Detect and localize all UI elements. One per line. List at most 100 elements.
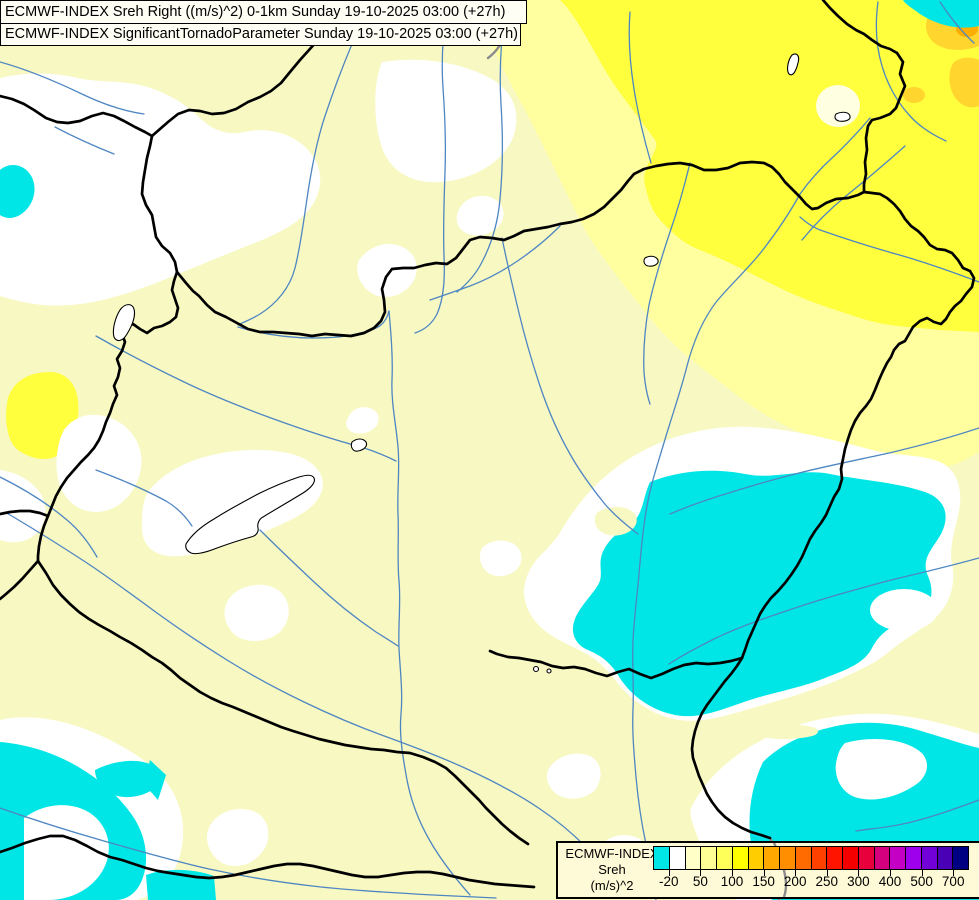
river-zala [95,469,193,527]
region-pale-wisp-1 [594,506,637,536]
river-raba [95,335,397,462]
legend-tick-label: 200 [783,874,807,889]
legend-tick-label: 50 [692,874,708,889]
legend-title: ECMWF-INDEX Sreh (m/s)^2 [562,846,662,894]
region-white-top-center [375,59,517,183]
legend-tick-mark [763,870,765,876]
legend-swatch [779,847,795,869]
region-white-small-4 [224,584,289,641]
river-sajo [643,162,691,405]
river-southeast-corner [855,799,979,832]
river-northwest-1 [0,61,145,115]
region-white-small-5 [479,540,522,577]
legend-swatch [952,847,968,869]
region-white-hole-southwest [24,805,109,900]
legend-box: ECMWF-INDEX Sreh (m/s)^2 -20 50 100 150 200 2… [556,841,979,899]
river-mura [0,476,98,558]
river-szamos [799,216,979,283]
legend-tick-mark [826,870,828,876]
legend-tick-mark [668,870,670,876]
border-slovenia-croatia [0,559,40,601]
legend-tick-mark [858,870,860,876]
lake-neusiedl [112,304,136,342]
region-white-small-2 [357,243,417,298]
border-hungary-serbia [488,649,744,680]
legend-swatch [826,847,842,869]
legend-tick-mark [700,870,702,876]
legend-swatch [842,847,858,869]
region-white-northwest [0,73,321,306]
legend-tick-label: 250 [815,874,839,889]
border-serbia-romania [690,656,772,840]
legend-tick-labels: -20 50 100 150 200 250 300 400 500 700 [653,874,969,892]
border-hungary-croatia [36,559,530,846]
border-poland-ukraine [821,0,899,55]
region-white-hole-bottomright [835,738,927,800]
region-cyan-southeast-main [572,470,946,717]
lake-south-islet-1 [532,665,540,673]
region-white-west-mid [56,414,142,512]
legend-tick-mark [921,870,923,876]
legend-swatch [920,847,937,869]
region-yellow-bright-west [6,372,79,460]
river-maros [668,557,979,665]
legend-swatch [889,847,905,869]
legend-tick-label: 400 [878,874,902,889]
river-north-1 [628,11,652,164]
legend-tick-mark [890,870,891,876]
legend-swatch [905,847,921,869]
map-title-line2-text: ECMWF-INDEX SignificantTornadoParameter … [5,26,518,42]
legend-swatch [700,847,716,869]
legend-swatch [716,847,732,869]
legend-tick-label: 700 [941,874,965,889]
region-white-small-3 [346,407,379,434]
river-hron [456,7,506,293]
border-slovakia-ukraine [862,51,907,194]
border-hungary-slovakia [175,160,866,338]
legend-swatch [747,847,764,869]
legend-swatch [731,847,748,869]
legend-title-line1: ECMWF-INDEX [565,846,659,861]
region-white-west-edge [0,470,46,543]
legend-colorbar [653,846,969,870]
river-danube-south [388,310,471,896]
legend-swatch [763,847,779,869]
legend-tick-label: 500 [910,874,933,889]
lake-south-islet-2 [546,668,552,674]
region-white-south-1 [546,753,601,799]
border-czech-slovakia [150,39,319,138]
river-morava [237,43,353,326]
border-czech-austria [0,94,154,138]
border-austria-hungary [36,270,180,563]
legend-tick-label: -20 [659,874,679,889]
river-drava [4,511,587,848]
region-gold-corner-2 [949,57,979,108]
region-white-balaton-area [142,449,323,557]
region-gold-spot [903,87,925,103]
river-tisza-upper [799,117,871,195]
border-austria-slovenia [0,509,50,518]
legend-tick-mark [953,870,955,876]
river-koros [669,427,979,515]
region-pale-wisp-2 [753,724,818,739]
region-cyan-small-diamond [144,760,166,800]
river-ipoly [429,225,561,301]
river-northeast-2 [939,1,975,44]
river-northwest-2 [54,126,115,155]
map-title-line2: ECMWF-INDEX SignificantTornadoParameter … [0,23,521,46]
legend-ticks [653,870,969,876]
region-cyan-west-small [0,165,35,218]
region-white-hole-east [870,589,938,631]
river-sava [0,807,497,899]
region-white-small-1 [456,195,504,236]
legend-swatch [654,847,669,869]
legend-title-line3: (m/s)^2 [590,878,634,893]
border-hungary-romania [740,190,976,660]
legend-swatch [857,847,874,869]
legend-swatch [810,847,827,869]
river-sio [259,529,399,647]
